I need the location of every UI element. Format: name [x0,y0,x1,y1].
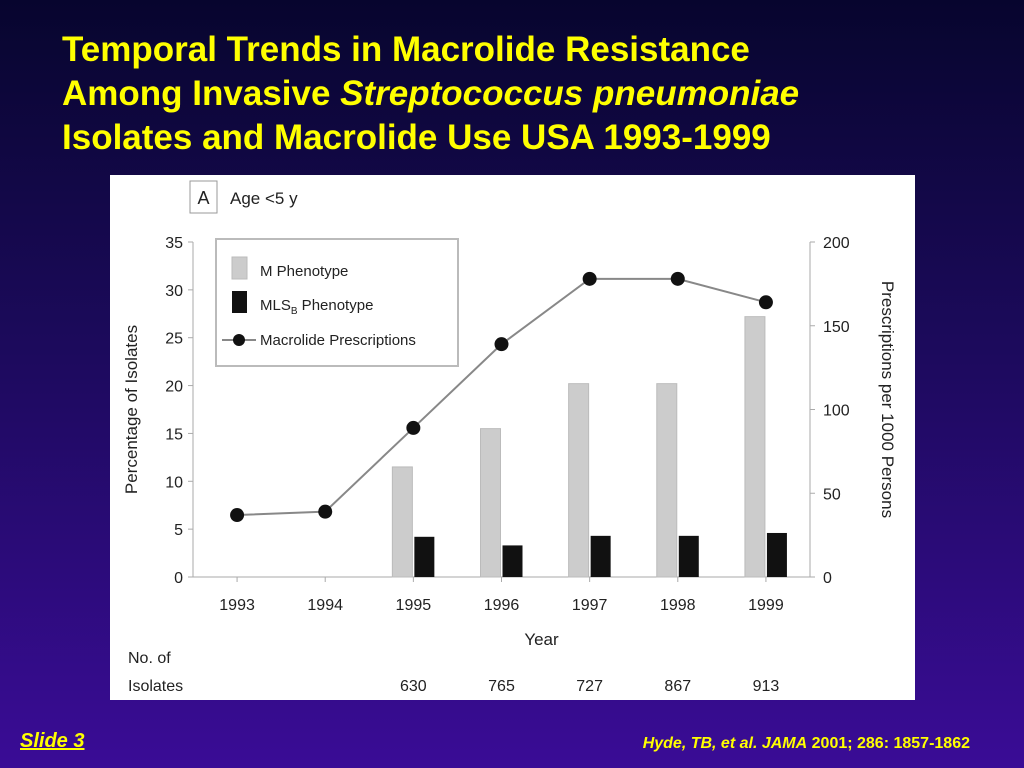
point-macrolide-prescriptions [406,420,421,435]
x-axis-tick-label: 1998 [660,597,696,614]
chart-subtitle: Age <5 y [230,189,298,208]
isolates-label-line-2: Isolates [128,678,183,695]
right-axis-label: Prescriptions per 1000 Persons [878,281,897,518]
legend-box [215,238,459,367]
left-axis-tick-label: 30 [165,283,183,300]
legend-label-macrolide-prescriptions: Macrolide Prescriptions [260,332,416,349]
right-axis-tick-label: 50 [823,486,841,503]
bar-m-phenotype [656,383,678,578]
left-axis-tick-label: 20 [165,379,183,396]
bar-mlsb-phenotype [678,535,699,577]
left-axis-label: Percentage of Isolates [122,325,141,494]
isolates-count: 765 [488,678,515,695]
legend-label-m-phenotype: M Phenotype [260,263,348,280]
isolates-count: 913 [753,678,780,695]
bar-mlsb-phenotype [590,535,611,577]
right-axis-tick-label: 150 [823,319,850,336]
citation: Hyde, TB, et al. JAMA 2001; 286: 1857-18… [643,735,970,753]
point-macrolide-prescriptions [670,271,685,286]
panel-letter: A [197,188,209,208]
left-axis-tick-label: 0 [174,570,183,587]
bar-mlsb-phenotype [766,532,787,577]
left-axis-tick-label: 15 [165,426,183,443]
legend-swatch-m-phenotype [231,256,248,280]
slide-title: Temporal Trends in Macrolide Resistance … [62,28,962,160]
x-axis-label: Year [524,630,559,649]
title-organism: Streptococcus pneumoniae [340,74,800,113]
bar-m-phenotype [391,466,413,578]
isolates-count: 630 [400,678,427,695]
right-axis-tick-label: 100 [823,403,850,420]
bar-m-phenotype [480,428,501,578]
slide-number[interactable]: Slide 3 [20,730,85,752]
isolates-count: 867 [664,678,691,695]
panel-label-box [189,180,218,214]
title-line-2: Among Invasive Streptococcus pneumoniae [62,72,962,116]
citation-journal: JAMA [761,735,808,752]
x-axis-tick-label: 1996 [484,597,520,614]
left-axis-tick-label: 5 [174,522,183,539]
title-line-2-prefix: Among Invasive [62,74,341,113]
title-line-3: Isolates and Macrolide Use USA 1993-1999 [62,118,771,157]
isolates-label-line-1: No. of [128,650,171,667]
x-axis-tick-label: 1993 [219,597,255,614]
point-macrolide-prescriptions [494,337,509,352]
point-macrolide-prescriptions [758,295,773,310]
citation-rest: 2001; 286: 1857-1862 [811,735,970,752]
chart-svg: A Age <5 y 0 5 10 15 20 25 30 35 Percentage of Iso… [122,180,897,695]
bar-mlsb-phenotype [502,545,523,577]
point-macrolide-prescriptions [582,271,597,286]
point-macrolide-prescriptions [318,504,333,519]
right-axis-tick-label: 200 [823,235,850,252]
left-axis-tick-label: 10 [165,474,183,491]
bar-mlsb-phenotype [414,536,435,577]
chart-panel: A Age <5 y 0 5 10 15 20 25 30 35 Percentage of Iso… [110,175,915,700]
x-axis-tick-label: 1997 [572,597,608,614]
right-axis-tick-label: 0 [823,570,832,587]
left-axis-tick-label: 35 [165,235,183,252]
bar-m-phenotype [568,383,590,578]
citation-authors: Hyde, TB, et al. [642,735,758,752]
title-line-1: Temporal Trends in Macrolide Resistance [62,30,750,69]
isolates-count: 727 [576,678,603,695]
bar-m-phenotype [744,316,766,578]
x-axis-tick-label: 1999 [748,597,784,614]
left-axis-tick-label: 25 [165,331,183,348]
point-macrolide-prescriptions [230,508,245,523]
x-axis-tick-label: 1994 [307,597,343,614]
legend-label-mlsb-phenotype: MLSB Phenotype [260,297,373,317]
legend-marker-macrolide-prescriptions [233,334,245,346]
x-axis-tick-label: 1995 [396,597,432,614]
legend-swatch-mlsb-phenotype [232,291,247,313]
